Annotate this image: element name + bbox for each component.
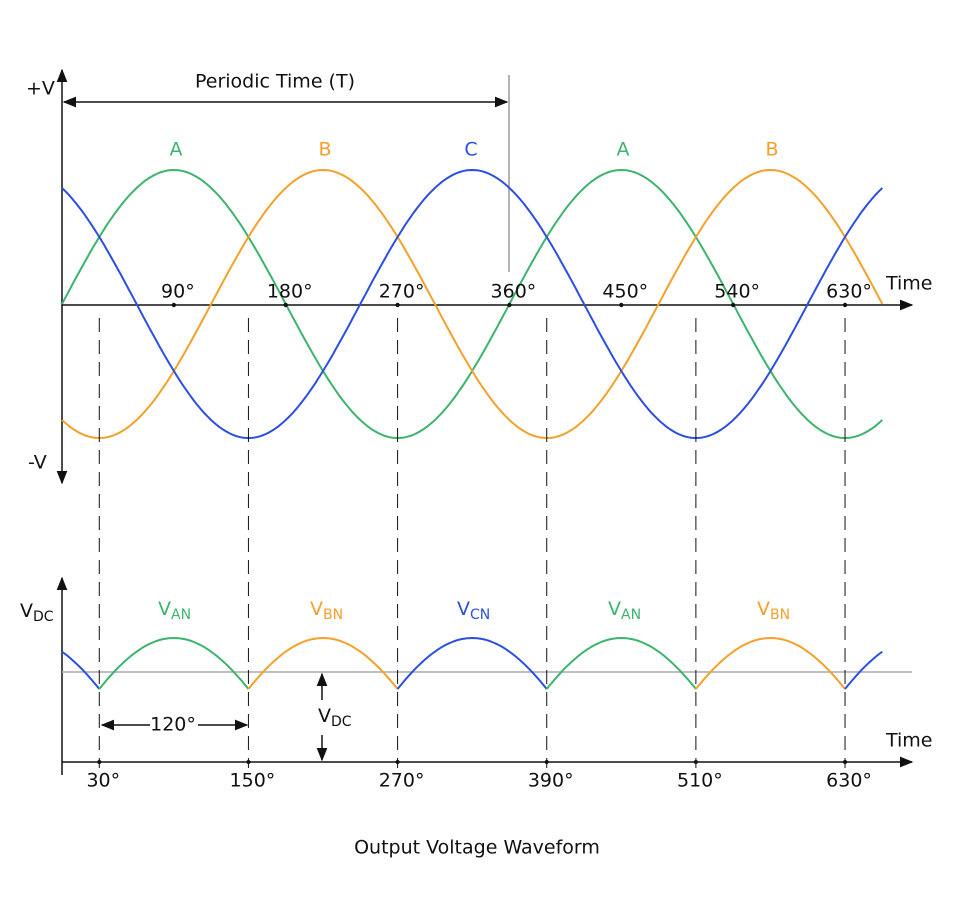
vdc-axis-label: VDC <box>20 600 54 626</box>
sub: CN <box>470 607 490 623</box>
tick-dot <box>842 302 848 308</box>
v: V <box>608 598 621 620</box>
sub: DC <box>33 609 54 625</box>
phase-label: A <box>170 139 183 161</box>
top-angle: 630° <box>826 281 872 303</box>
v: V <box>310 598 323 620</box>
output-label: VBN <box>757 598 790 624</box>
v: V <box>318 705 331 727</box>
output-wave <box>98 636 250 690</box>
output-wave <box>545 636 697 690</box>
minus-v-label: -V <box>28 452 47 474</box>
top-angle: 90° <box>161 281 195 303</box>
v: V <box>158 598 171 620</box>
top-angle: 180° <box>267 281 313 303</box>
phase-label: B <box>765 139 778 161</box>
output-wave <box>247 636 399 690</box>
top-angle: 360° <box>491 281 537 303</box>
output-wave <box>695 636 846 690</box>
tick-dot <box>171 302 177 308</box>
layout <box>56 68 914 775</box>
spacing-label: 120° <box>150 714 196 736</box>
phase-label: C <box>464 139 477 161</box>
phase-wave <box>61 168 883 440</box>
bottom-angle: 390° <box>528 770 574 792</box>
bottom-angle: 270° <box>379 770 425 792</box>
output-wave <box>61 650 101 690</box>
tick-dot <box>395 302 400 308</box>
tick-dot <box>395 760 400 764</box>
bottom-angle: 510° <box>677 770 723 792</box>
v: V <box>757 598 770 620</box>
phase-label: B <box>318 139 331 161</box>
top-angle: 540° <box>714 281 760 303</box>
v: V <box>20 600 33 622</box>
phase-label: A <box>617 139 630 161</box>
top-angle: 450° <box>602 281 648 303</box>
period-label: Periodic Time (T) <box>195 71 355 93</box>
output-label: VAN <box>608 598 641 624</box>
caption: Output Voltage Waveform <box>354 837 600 859</box>
phase-wave <box>61 168 884 440</box>
tick-dot <box>283 302 288 308</box>
sub: AN <box>171 607 191 623</box>
tick-dot <box>507 302 512 308</box>
output-label: VCN <box>457 598 490 624</box>
sub: BN <box>770 607 790 623</box>
output-wave <box>844 650 883 690</box>
tick-dot <box>544 760 549 764</box>
v: V <box>457 598 470 620</box>
output-label: VAN <box>158 598 191 624</box>
time-label: Time <box>885 273 933 295</box>
tick-dot <box>693 760 698 764</box>
time-label: Time <box>885 730 933 752</box>
bottom-angle: 150° <box>230 770 276 792</box>
tick-dot <box>246 760 251 764</box>
sub: DC <box>331 714 352 730</box>
bottom-angle: 630° <box>826 770 872 792</box>
tick-dot <box>619 302 624 308</box>
top-angle: 270° <box>379 281 425 303</box>
bottom-angle: 30° <box>86 770 120 792</box>
tick-dot <box>843 760 848 764</box>
output-wave <box>396 636 548 690</box>
tick-dot <box>97 760 102 764</box>
plus-v-label: +V <box>26 78 55 100</box>
sub: AN <box>621 607 641 623</box>
vdc-marker-label: VDC <box>318 705 352 731</box>
output-label: VBN <box>310 598 343 624</box>
tick-dot <box>730 302 736 308</box>
sub: BN <box>323 607 343 623</box>
phase-wave <box>61 168 883 440</box>
